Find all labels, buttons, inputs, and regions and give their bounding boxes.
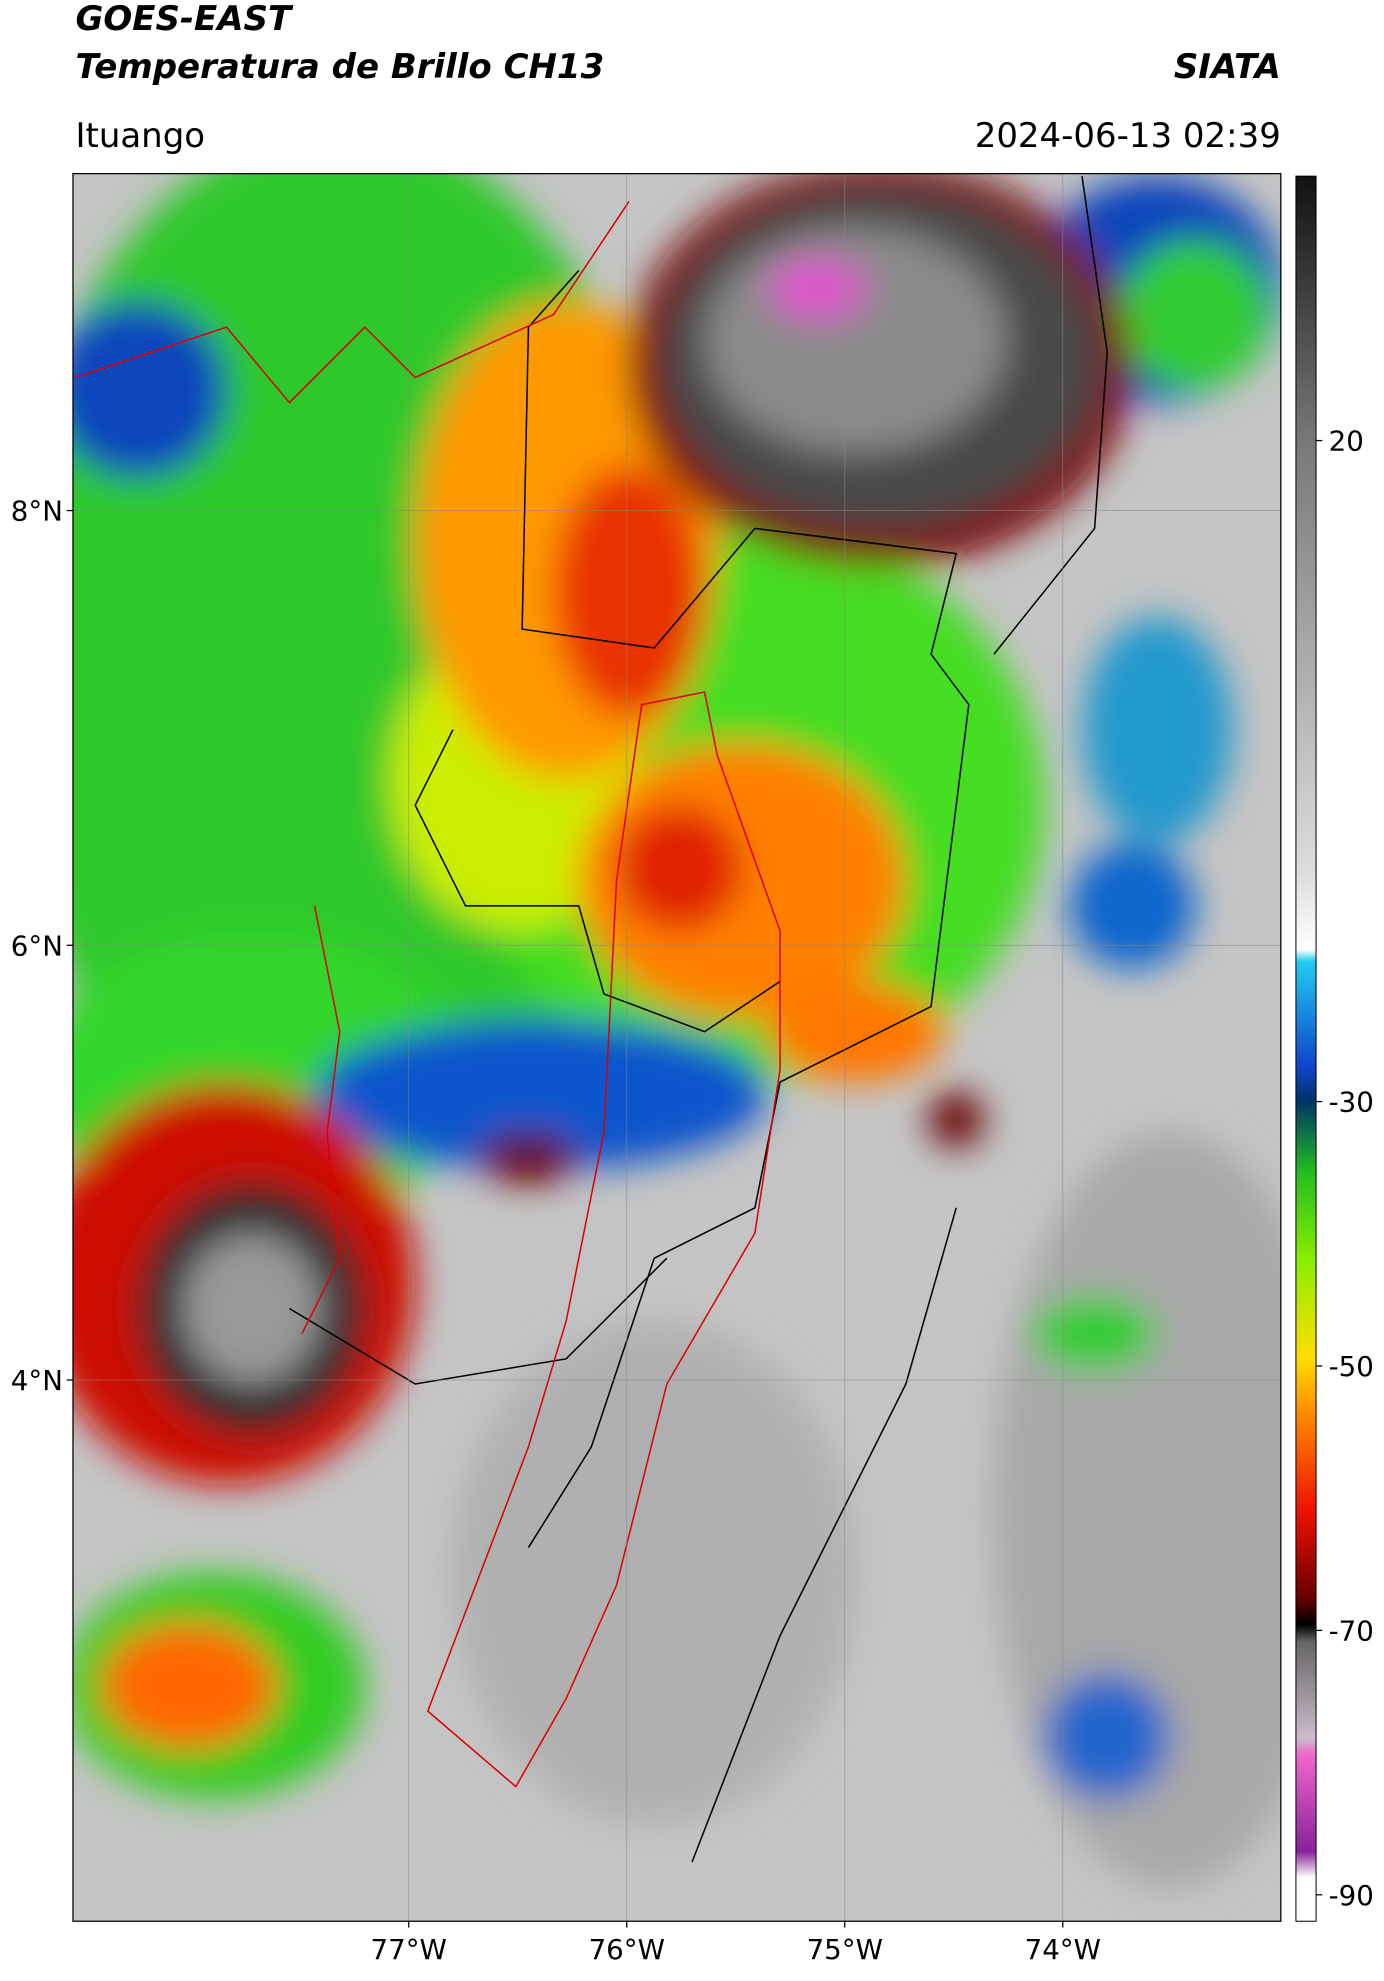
lat-tick-label: 4°N <box>11 1364 63 1397</box>
colorbar-tick-label: 20 <box>1329 425 1364 458</box>
colorbar-tick-label: -70 <box>1329 1614 1374 1647</box>
satellite-image <box>72 173 1281 1922</box>
title: GOES-EAST <box>75 0 293 39</box>
timestamp: 2024-06-13 02:39 <box>975 116 1281 156</box>
lat-tick-label: 8°N <box>11 495 63 528</box>
source: SIATA <box>1174 47 1281 87</box>
lon-tick-label: 74°W <box>1025 1933 1101 1966</box>
lon-tick-label: 77°W <box>371 1933 447 1966</box>
colorbar-tick-label: -30 <box>1329 1086 1374 1119</box>
location: Ituango <box>75 116 205 156</box>
colorbar-tick-label: -50 <box>1329 1350 1374 1383</box>
subtitle: Temperatura de Brillo CH13 <box>75 47 604 87</box>
colorbar <box>1295 175 1317 1922</box>
graticule <box>66 173 1281 1928</box>
lat-tick-label: 6°N <box>11 929 63 962</box>
map-frame <box>72 172 1282 1922</box>
lon-tick-label: 76°W <box>589 1933 665 1966</box>
colorbar-tick-label: -90 <box>1329 1879 1374 1912</box>
lon-tick-label: 75°W <box>807 1933 883 1966</box>
